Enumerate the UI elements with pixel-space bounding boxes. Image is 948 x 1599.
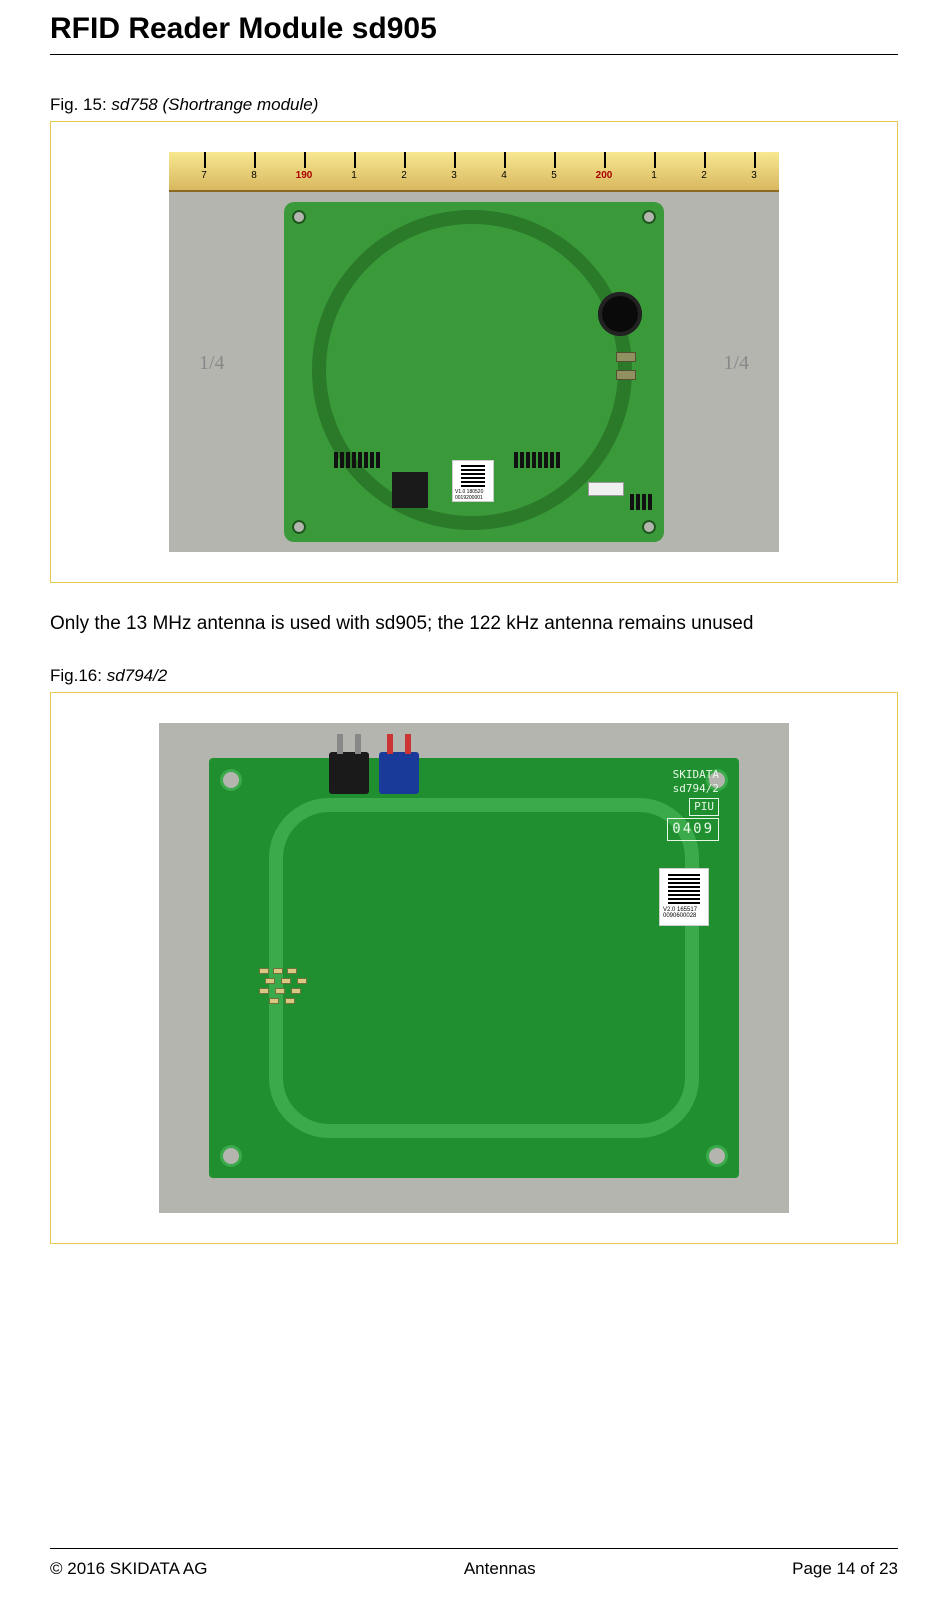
background-mark: 1/4 bbox=[723, 352, 749, 375]
silk-line: sd794/2 bbox=[667, 782, 719, 796]
figure-2-description: sd794/2 bbox=[107, 666, 168, 685]
ruler-mark: 190 bbox=[296, 170, 313, 181]
pcb-label-text: V1.0 180520 0019200001 bbox=[455, 489, 491, 501]
silk-line: SKIDATA bbox=[667, 768, 719, 782]
ruler-mark: 3 bbox=[451, 170, 457, 181]
footer-section: Antennas bbox=[464, 1559, 536, 1579]
body-paragraph: Only the 13 MHz antenna is used with sd9… bbox=[50, 611, 898, 638]
figure-1-caption: Fig. 15: sd758 (Shortrange module) bbox=[50, 95, 898, 115]
background-mark: 1/4 bbox=[199, 352, 225, 375]
footer-page: Page 14 of 23 bbox=[792, 1559, 898, 1579]
pcb-label-text: V2.0 165517 0090600028 bbox=[663, 907, 705, 919]
ruler-mark: 4 bbox=[501, 170, 507, 181]
silk-box: 0409 bbox=[667, 818, 719, 840]
figure-1-description: sd758 (Shortrange module) bbox=[111, 95, 318, 114]
ruler-mark: 5 bbox=[551, 170, 557, 181]
silk-box: PIU bbox=[689, 798, 719, 816]
ruler-mark: 3 bbox=[751, 170, 757, 181]
ruler-mark: 7 bbox=[201, 170, 207, 181]
figure-2-caption: Fig.16: sd794/2 bbox=[50, 666, 898, 686]
page-header: RFID Reader Module sd905 bbox=[50, 0, 898, 55]
page-title: RFID Reader Module sd905 bbox=[50, 12, 898, 46]
silkscreen-text: SKIDATA sd794/2 PIU 0409 bbox=[667, 768, 719, 841]
pcb-label-icon: V1.0 180520 0019200001 bbox=[452, 460, 494, 502]
ruler-mark: 1 bbox=[651, 170, 657, 181]
ruler-mark: 2 bbox=[401, 170, 407, 181]
ruler-mark: 1 bbox=[351, 170, 357, 181]
page-footer: © 2016 SKIDATA AG Antennas Page 14 of 23 bbox=[50, 1548, 898, 1579]
ruler-mark: 200 bbox=[596, 170, 613, 181]
figure-1-label: Fig. 15: bbox=[50, 95, 111, 114]
connector-blue-icon bbox=[379, 752, 419, 794]
figure-2-box: SKIDATA sd794/2 PIU 0409 V2.0 165517 009… bbox=[50, 692, 898, 1244]
smd-cluster-icon bbox=[259, 968, 339, 1018]
figure-2-label: Fig.16: bbox=[50, 666, 107, 685]
ruler-icon: 7 8 190 1 2 3 4 5 200 1 2 3 bbox=[169, 152, 779, 192]
figure-2-image: SKIDATA sd794/2 PIU 0409 V2.0 165517 009… bbox=[159, 723, 789, 1213]
pcb-label-icon: V2.0 165517 0090600028 bbox=[659, 868, 709, 926]
figure-1-image: 7 8 190 1 2 3 4 5 200 1 2 3 1/4 1/4 bbox=[169, 152, 779, 552]
pcb-board-icon: V1.0 180520 0019200001 bbox=[284, 202, 664, 542]
ruler-mark: 8 bbox=[251, 170, 257, 181]
content-area: Fig. 15: sd758 (Shortrange module) 7 8 1… bbox=[50, 55, 898, 1244]
ruler-mark: 2 bbox=[701, 170, 707, 181]
footer-copyright: © 2016 SKIDATA AG bbox=[50, 1559, 207, 1579]
connector-black-icon bbox=[329, 752, 369, 794]
figure-1-box: 7 8 190 1 2 3 4 5 200 1 2 3 1/4 1/4 bbox=[50, 121, 898, 583]
pcb-board-icon: SKIDATA sd794/2 PIU 0409 V2.0 165517 009… bbox=[209, 758, 739, 1178]
